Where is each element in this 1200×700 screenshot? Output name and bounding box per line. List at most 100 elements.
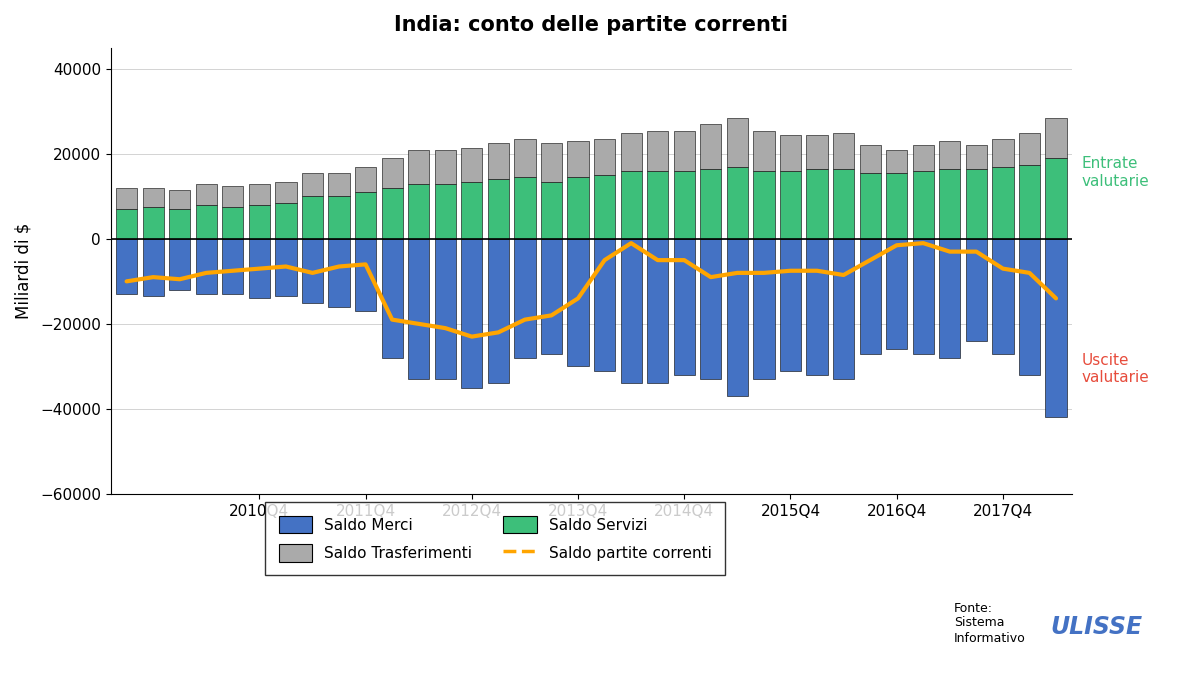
- Bar: [1045, 158, 1067, 239]
- Bar: [355, 167, 377, 192]
- Bar: [329, 239, 349, 307]
- Bar: [196, 183, 217, 205]
- Bar: [913, 239, 934, 354]
- Bar: [515, 239, 535, 358]
- Bar: [966, 239, 986, 341]
- Bar: [434, 150, 456, 183]
- Bar: [940, 169, 960, 239]
- Bar: [754, 239, 774, 379]
- Bar: [833, 133, 854, 169]
- Bar: [169, 239, 191, 290]
- Bar: [1019, 239, 1040, 375]
- Bar: [780, 135, 802, 171]
- Bar: [355, 192, 377, 239]
- Bar: [620, 133, 642, 171]
- Bar: [515, 139, 535, 177]
- Bar: [248, 239, 270, 298]
- Bar: [196, 205, 217, 239]
- Bar: [647, 130, 668, 171]
- Bar: [355, 239, 377, 311]
- Bar: [487, 144, 509, 179]
- Text: ULISSE: ULISSE: [1050, 615, 1142, 638]
- Bar: [620, 171, 642, 239]
- Bar: [487, 179, 509, 239]
- Bar: [461, 148, 482, 181]
- Bar: [806, 239, 828, 375]
- Bar: [408, 150, 430, 183]
- Bar: [329, 173, 349, 197]
- Bar: [568, 141, 589, 177]
- Bar: [754, 130, 774, 171]
- Bar: [487, 239, 509, 384]
- Bar: [302, 173, 323, 197]
- Bar: [275, 181, 296, 203]
- Bar: [248, 205, 270, 239]
- Bar: [541, 144, 562, 181]
- Bar: [515, 177, 535, 239]
- Bar: [169, 209, 191, 239]
- Bar: [859, 146, 881, 173]
- Bar: [541, 181, 562, 239]
- Bar: [806, 169, 828, 239]
- Bar: [913, 146, 934, 171]
- Bar: [992, 139, 1014, 167]
- Bar: [568, 239, 589, 366]
- Bar: [1045, 118, 1067, 158]
- Bar: [673, 171, 695, 239]
- Bar: [461, 181, 482, 239]
- Text: Fonte:
Sistema
Informativo: Fonte: Sistema Informativo: [954, 601, 1026, 645]
- Bar: [1019, 133, 1040, 164]
- Bar: [886, 239, 907, 349]
- Bar: [833, 239, 854, 379]
- Text: Entrate
valutarie: Entrate valutarie: [1081, 156, 1150, 189]
- Bar: [806, 135, 828, 169]
- Bar: [408, 183, 430, 239]
- Bar: [940, 239, 960, 358]
- Bar: [1045, 239, 1067, 417]
- Bar: [992, 167, 1014, 239]
- Bar: [913, 171, 934, 239]
- Text: Uscite
valutarie: Uscite valutarie: [1081, 353, 1150, 385]
- Bar: [940, 141, 960, 169]
- Bar: [594, 239, 616, 370]
- Bar: [886, 150, 907, 173]
- Bar: [620, 239, 642, 384]
- Bar: [434, 239, 456, 379]
- Bar: [859, 173, 881, 239]
- Bar: [302, 197, 323, 239]
- Bar: [780, 171, 802, 239]
- Bar: [700, 239, 721, 379]
- Bar: [222, 186, 244, 207]
- Bar: [966, 169, 986, 239]
- Bar: [886, 173, 907, 239]
- Bar: [222, 207, 244, 239]
- Bar: [302, 239, 323, 302]
- Bar: [700, 124, 721, 169]
- Bar: [143, 207, 163, 239]
- Bar: [647, 239, 668, 384]
- Bar: [275, 239, 296, 296]
- Bar: [382, 188, 403, 239]
- Bar: [859, 239, 881, 354]
- Bar: [833, 169, 854, 239]
- Bar: [966, 146, 986, 169]
- Bar: [143, 239, 163, 296]
- Bar: [434, 183, 456, 239]
- Bar: [673, 130, 695, 171]
- Bar: [196, 239, 217, 294]
- Bar: [780, 239, 802, 370]
- Legend: Saldo Merci, Saldo Trasferimenti, Saldo Servizi, Saldo partite correnti: Saldo Merci, Saldo Trasferimenti, Saldo …: [265, 502, 726, 575]
- Bar: [143, 188, 163, 207]
- Y-axis label: Miliardi di $: Miliardi di $: [14, 223, 32, 319]
- Bar: [382, 158, 403, 188]
- Bar: [461, 239, 482, 388]
- Bar: [727, 167, 748, 239]
- Bar: [329, 197, 349, 239]
- Bar: [116, 209, 137, 239]
- Bar: [992, 239, 1014, 354]
- Title: India: conto delle partite correnti: India: conto delle partite correnti: [395, 15, 788, 35]
- Bar: [408, 239, 430, 379]
- Bar: [248, 183, 270, 205]
- Bar: [754, 171, 774, 239]
- Bar: [594, 139, 616, 175]
